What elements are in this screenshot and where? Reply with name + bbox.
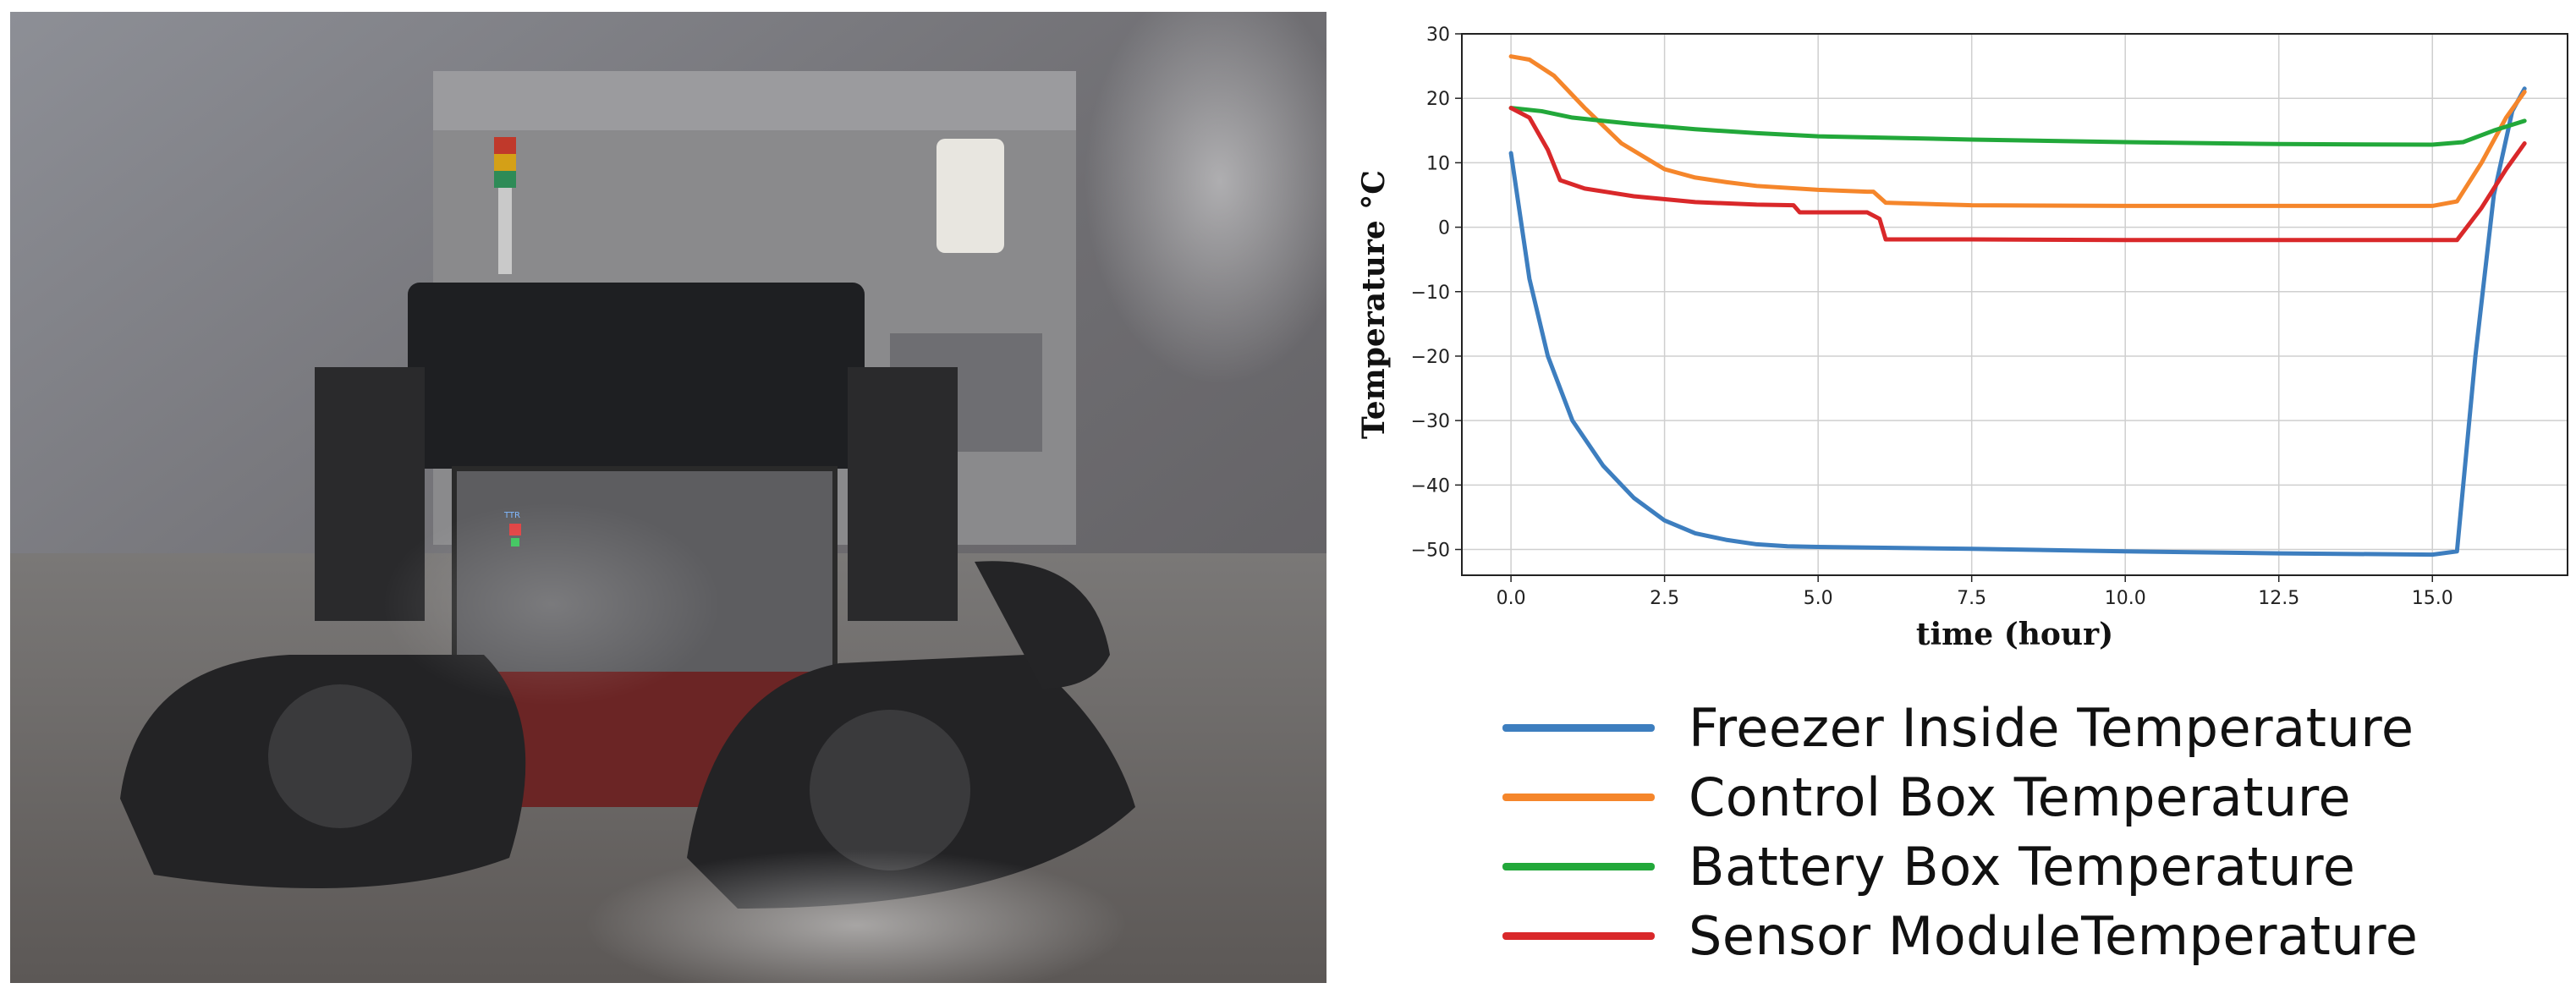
x-tick-label: 12.5 bbox=[2258, 588, 2299, 609]
y-tick-label: −30 bbox=[1411, 411, 1450, 432]
x-tick-label: 0.0 bbox=[1497, 588, 1526, 609]
legend-swatch bbox=[1502, 862, 1655, 870]
chart-legend: Freezer Inside Temperature Control Box T… bbox=[1489, 694, 2504, 981]
series-line bbox=[1508, 106, 2527, 147]
legend-swatch bbox=[1502, 723, 1655, 732]
x-tick-label: 7.5 bbox=[1957, 588, 1986, 609]
x-tick-label: 15.0 bbox=[2412, 588, 2453, 609]
legend-item: Sensor ModuleTemperature bbox=[1489, 902, 2504, 969]
tracked-robot-photo: TTR bbox=[10, 12, 1326, 983]
plot-frame bbox=[1461, 33, 2568, 576]
y-tick-label: 10 bbox=[1426, 153, 1450, 174]
y-axis-label: Temperature °C bbox=[1356, 170, 1392, 439]
x-tick-label: 5.0 bbox=[1804, 588, 1833, 609]
legend-swatch bbox=[1502, 931, 1655, 940]
legend-label: Control Box Temperature bbox=[1689, 766, 2352, 828]
series-line bbox=[1508, 106, 2527, 243]
series-line bbox=[1508, 54, 2527, 208]
temperature-line-chart: 0.0 2.5 5.0 7.5 10.0 12.5 15.0 30 20 10 0 −10 −20 −30… bbox=[1356, 25, 2568, 652]
y-tick-label: −20 bbox=[1411, 347, 1450, 368]
x-tick-label: 10.0 bbox=[2105, 588, 2146, 609]
legend-label: Sensor ModuleTemperature bbox=[1689, 904, 2419, 967]
legend-item: Battery Box Temperature bbox=[1489, 832, 2504, 900]
legend-swatch bbox=[1502, 793, 1655, 801]
legend-label: Battery Box Temperature bbox=[1689, 835, 2356, 898]
x-tick-label: 2.5 bbox=[1650, 588, 1679, 609]
legend-item: Freezer Inside Temperature bbox=[1489, 694, 2504, 761]
legend-label: Freezer Inside Temperature bbox=[1689, 696, 2414, 759]
legend-item: Control Box Temperature bbox=[1489, 763, 2504, 831]
y-tick-label: 0 bbox=[1438, 218, 1450, 239]
x-axis-label: time (hour) bbox=[1916, 617, 2113, 652]
chart-ticks: 0.0 2.5 5.0 7.5 10.0 12.5 15.0 30 20 10 0 −10 −20 −30… bbox=[1411, 25, 2453, 609]
y-tick-label: −10 bbox=[1411, 283, 1450, 304]
chart-series bbox=[1508, 54, 2527, 557]
series-line bbox=[1508, 86, 2527, 557]
y-tick-label: −40 bbox=[1411, 475, 1450, 497]
y-tick-label: −50 bbox=[1411, 541, 1450, 562]
y-tick-label: 30 bbox=[1426, 25, 1450, 46]
y-tick-label: 20 bbox=[1426, 89, 1450, 110]
